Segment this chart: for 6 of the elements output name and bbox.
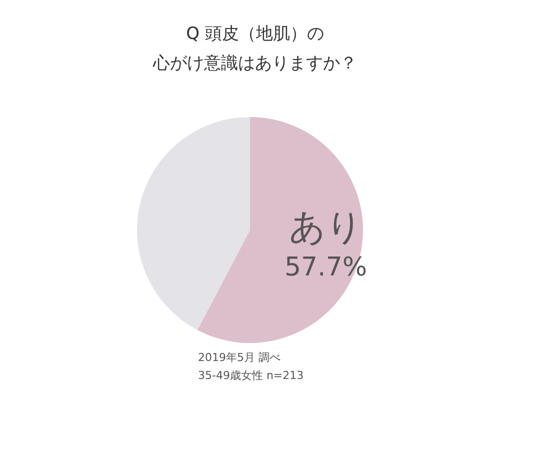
text: 35-49歳女性 n=213: [198, 369, 304, 382]
slice-label: あり: [288, 206, 363, 248]
chart-subtitle: 心がけ意識はありますか？: [152, 54, 357, 74]
text: 2019年5月 調べ: [198, 351, 280, 364]
chart-title: Q 頭皮（地肌）の: [186, 24, 324, 44]
data-label: 57.7%: [284, 252, 368, 282]
